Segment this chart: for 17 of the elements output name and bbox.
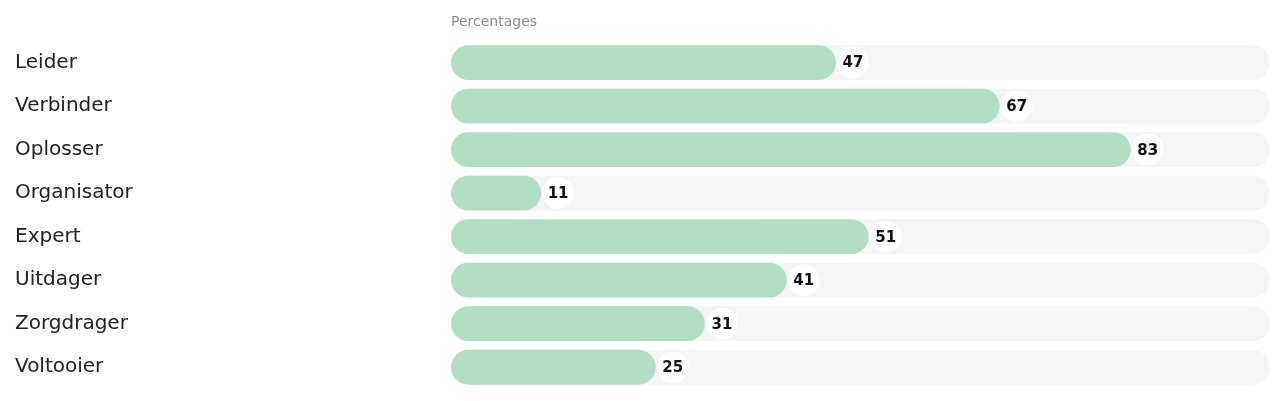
x-axis-title: Percentages: [451, 13, 538, 30]
y-tick-label: Leider: [15, 48, 78, 73]
y-tick-label: Expert: [15, 222, 81, 247]
data-label: 51: [875, 227, 897, 246]
data-label: 25: [662, 358, 684, 377]
data-label: 11: [547, 184, 569, 203]
y-tick-label: Zorgdrager: [15, 309, 129, 334]
data-label: 67: [1006, 96, 1028, 115]
data-label: 47: [842, 53, 864, 72]
y-tick-label: Oplosser: [15, 135, 104, 160]
y-tick-label: Uitdager: [15, 266, 102, 291]
data-label: 31: [711, 314, 733, 333]
data-label: 41: [793, 271, 815, 290]
y-tick-label: Organisator: [15, 179, 134, 204]
y-tick-label: Verbinder: [15, 92, 113, 117]
data-label: 83: [1137, 140, 1159, 159]
y-tick-label: Voltooier: [15, 353, 105, 378]
